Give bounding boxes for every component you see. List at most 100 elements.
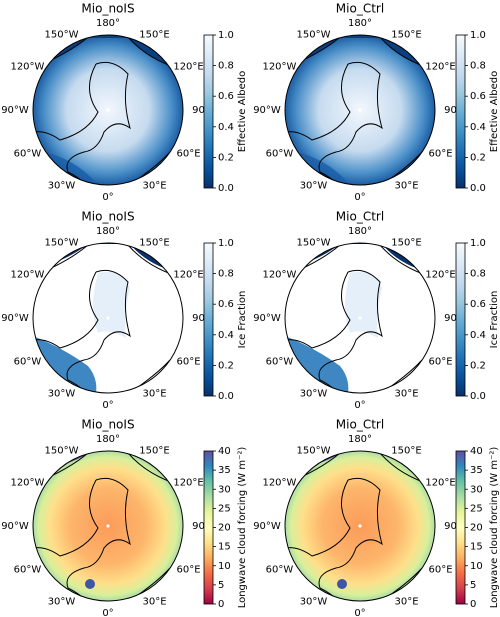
coastline xyxy=(33,269,131,393)
lon-label: 30°W xyxy=(48,596,76,607)
lon-label: 180° xyxy=(348,434,372,445)
lon-label: 30°W xyxy=(300,388,328,399)
lon-label: 30°W xyxy=(300,596,328,607)
lon-label: 120°E xyxy=(173,270,203,281)
lon-label: 30°E xyxy=(142,388,166,399)
pole-marker xyxy=(358,316,362,320)
panel-title: Mio_Ctrl xyxy=(336,2,384,16)
panel-title: Mio_Ctrl xyxy=(336,210,384,224)
colorbar-label: Effective Albedo xyxy=(237,71,248,152)
colorbar-tick-label: 35 xyxy=(470,465,483,476)
colorbar-tick-label: 15 xyxy=(470,542,483,553)
lon-label: 60°W xyxy=(14,357,42,368)
map-border xyxy=(32,34,184,186)
colorbar xyxy=(203,34,214,189)
colorbar-tick-label: 0.6 xyxy=(470,91,486,102)
lon-label: 60°E xyxy=(429,565,453,576)
colorbar-tick-label: 1.0 xyxy=(218,30,234,41)
lon-label: 120°E xyxy=(173,62,203,73)
lon-label: 180° xyxy=(348,226,372,237)
lon-label: 180° xyxy=(348,18,372,29)
lon-label: 90°W xyxy=(253,105,281,116)
coastline xyxy=(285,269,383,393)
lon-label: 150°E xyxy=(391,446,421,457)
lon-label: 120°E xyxy=(173,478,203,489)
colorbar-tick-label: 0.0 xyxy=(470,183,486,194)
lon-label: 90° xyxy=(444,313,462,324)
map-border xyxy=(284,450,436,602)
lon-label: 90° xyxy=(444,105,462,116)
colorbar-tick-label: 0 xyxy=(470,599,476,610)
colorbar xyxy=(455,450,466,605)
lon-label: 30°E xyxy=(394,596,418,607)
field-ice xyxy=(345,272,382,338)
lon-label: 120°E xyxy=(425,62,455,73)
lon-label: 60°W xyxy=(266,357,294,368)
coastline xyxy=(285,477,383,601)
lon-label: 180° xyxy=(96,18,120,29)
lon-label: 30°E xyxy=(394,388,418,399)
map-border xyxy=(284,34,436,186)
lon-label: 180° xyxy=(96,226,120,237)
lon-label: 150°E xyxy=(391,238,421,249)
coastline xyxy=(33,477,131,601)
colorbar-tick-label: 25 xyxy=(470,503,483,514)
lon-label: 120°W xyxy=(10,270,44,281)
colorbar-tick-label: 0.2 xyxy=(470,360,486,371)
colorbar-tick-label: 35 xyxy=(218,465,231,476)
lon-label: 0° xyxy=(354,400,365,411)
colorbar xyxy=(455,34,466,189)
lon-label: 120°W xyxy=(262,62,296,73)
pole-marker xyxy=(106,108,110,112)
colorbar-tick-label: 5 xyxy=(218,580,224,591)
lon-label: 90°W xyxy=(1,105,29,116)
colorbar-tick-label: 0.4 xyxy=(218,330,234,341)
colorbar-label: Effective Albedo xyxy=(489,71,500,152)
colorbar-tick-label: 0.0 xyxy=(218,183,234,194)
colorbar-tick-label: 1.0 xyxy=(218,238,234,249)
lon-label: 150°W xyxy=(297,238,331,249)
colorbar-tick-label: 0.6 xyxy=(218,299,234,310)
lon-label: 60°W xyxy=(14,565,42,576)
lon-label: 60°W xyxy=(266,149,294,160)
colorbar-tick-label: 0.6 xyxy=(470,299,486,310)
colorbar-tick-label: 30 xyxy=(218,484,231,495)
lon-label: 60°E xyxy=(177,357,201,368)
lon-label: 150°E xyxy=(391,30,421,41)
lon-label: 90° xyxy=(192,521,210,532)
colorbar-tick-label: 0.8 xyxy=(470,269,486,280)
colorbar-tick-label: 0.0 xyxy=(470,391,486,402)
colorbar-tick-label: 0.4 xyxy=(470,330,486,341)
panel-title: Mio_noIS xyxy=(81,2,134,16)
map xyxy=(285,35,435,185)
lon-label: 150°E xyxy=(139,446,169,457)
colorbar-tick-label: 0.2 xyxy=(218,360,234,371)
panel-title: Mio_noIS xyxy=(81,418,134,432)
lon-label: 120°W xyxy=(262,478,296,489)
panel-title: Mio_Ctrl xyxy=(336,418,384,432)
colorbar-tick-label: 10 xyxy=(470,561,483,572)
lon-label: 120°W xyxy=(10,478,44,489)
colorbar-tick-label: 0.2 xyxy=(218,152,234,163)
colorbar-tick-label: 15 xyxy=(218,542,231,553)
colorbar-tick-label: 10 xyxy=(218,561,231,572)
colorbar xyxy=(203,450,214,605)
lon-label: 30°W xyxy=(48,180,76,191)
lon-label: 30°W xyxy=(300,180,328,191)
lon-label: 60°E xyxy=(429,357,453,368)
map xyxy=(285,451,435,601)
lon-label: 30°E xyxy=(142,596,166,607)
colorbar-tick-label: 20 xyxy=(470,523,483,534)
map xyxy=(33,35,183,185)
lon-label: 90°W xyxy=(253,521,281,532)
lon-label: 60°E xyxy=(177,149,201,160)
colorbar-tick-label: 40 xyxy=(218,446,231,457)
lon-label: 0° xyxy=(354,192,365,203)
map-border xyxy=(32,450,184,602)
lon-label: 120°W xyxy=(10,62,44,73)
coastline xyxy=(33,61,131,185)
pole-marker xyxy=(358,524,362,528)
colorbar-tick-label: 0.8 xyxy=(218,269,234,280)
pole-marker xyxy=(106,316,110,320)
